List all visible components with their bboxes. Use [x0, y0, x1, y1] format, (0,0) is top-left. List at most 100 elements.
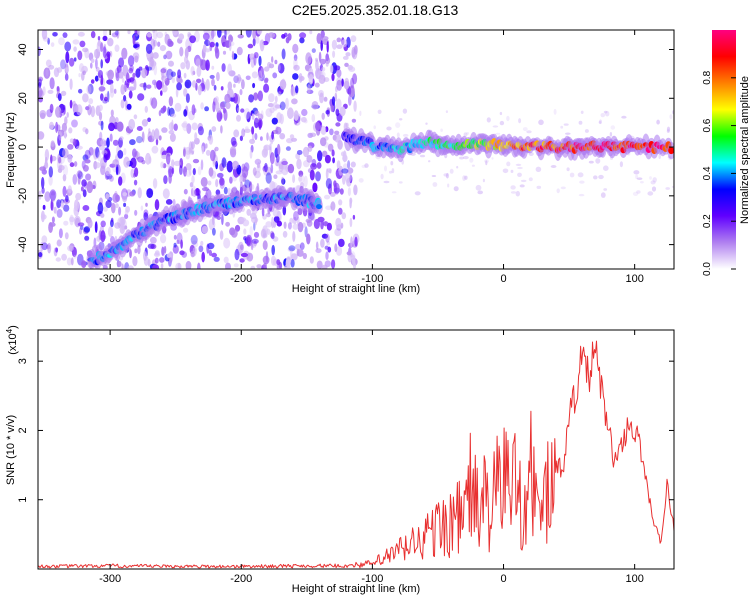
noise-cell: [414, 191, 421, 196]
noise-cell: [152, 52, 159, 59]
noise-cell: [137, 187, 142, 199]
noise-cell: [279, 133, 286, 140]
noise-cell: [349, 199, 352, 209]
noise-cell: [185, 93, 190, 103]
noise-cell: [244, 128, 251, 133]
noise-cell: [183, 148, 186, 157]
noise-cell: [261, 229, 267, 238]
noise-cell: [380, 173, 384, 180]
noise-cell: [304, 119, 308, 124]
noise-cell: [38, 131, 45, 140]
noise-cell: [269, 152, 275, 165]
noise-cell: [166, 68, 174, 81]
noise-cell: [173, 123, 178, 131]
noise-cell: [271, 56, 274, 63]
noise-cell: [146, 188, 154, 199]
noise-cell: [331, 39, 337, 50]
noise-cell: [157, 41, 161, 47]
noise-cell: [298, 174, 305, 184]
noise-cell: [651, 186, 657, 192]
noise-cell: [477, 190, 484, 195]
noise-cell: [463, 132, 468, 137]
noise-cell: [349, 217, 353, 228]
spectrogram-y-ticks: -40 -20 0 20 40: [17, 43, 674, 253]
noise-cell: [66, 112, 69, 118]
noise-cell: [395, 122, 401, 128]
noise-cell: [77, 50, 83, 61]
noise-cell: [315, 241, 319, 250]
noise-cell: [41, 214, 47, 220]
noise-cell: [65, 51, 70, 64]
noise-cell: [202, 44, 207, 53]
noise-cell: [69, 138, 74, 143]
noise-cell: [464, 175, 468, 180]
noise-cell: [112, 193, 119, 203]
noise-cell: [647, 191, 654, 196]
noise-cell: [69, 216, 75, 223]
noise-cell: [229, 176, 233, 184]
noise-cell: [132, 148, 137, 158]
noise-cell: [389, 170, 393, 174]
noise-cell: [598, 121, 602, 124]
noise-cell: [134, 209, 138, 216]
noise-cell: [265, 172, 272, 184]
noise-cell: [342, 174, 346, 185]
noise-cell: [595, 158, 601, 164]
noise-cell: [118, 206, 122, 216]
noise-cell: [190, 141, 195, 150]
noise-cell: [64, 232, 69, 240]
noise-cell: [239, 217, 246, 222]
noise-cell: [292, 231, 296, 242]
colorbar-tick-label: 0.6: [702, 118, 713, 132]
noise-cell: [215, 101, 220, 112]
noise-cell: [192, 80, 197, 88]
noise-cell: [100, 93, 104, 101]
noise-cell: [285, 258, 291, 268]
noise-cell: [304, 226, 308, 238]
noise-cell: [287, 163, 295, 174]
noise-cell: [632, 191, 639, 196]
noise-cell: [175, 262, 182, 269]
noise-cell: [58, 37, 65, 46]
noise-cell: [292, 73, 299, 80]
noise-cell: [419, 154, 426, 158]
noise-cell: [324, 154, 331, 164]
noise-cell: [600, 113, 606, 118]
noise-cell: [207, 180, 212, 186]
noise-cell: [336, 37, 342, 43]
noise-cell: [233, 263, 239, 268]
noise-cell: [223, 109, 228, 121]
spectrogram-y-tick-label: 20: [17, 92, 29, 104]
noise-cell: [216, 216, 221, 220]
noise-cell: [249, 53, 256, 60]
noise-cell: [60, 90, 67, 97]
noise-cell: [50, 199, 53, 211]
noise-cell: [339, 188, 344, 195]
noise-cell: [87, 219, 93, 229]
noise-cell: [315, 57, 318, 62]
noise-cell: [84, 149, 91, 160]
noise-cell: [82, 127, 87, 133]
noise-cell: [205, 78, 210, 91]
noise-cell: [299, 37, 305, 44]
noise-cell: [103, 96, 108, 102]
noise-cell: [185, 260, 192, 269]
noise-cell: [63, 130, 67, 139]
noise-cell: [246, 252, 254, 262]
noise-cell: [62, 164, 69, 177]
noise-cell: [535, 166, 542, 172]
noise-cell: [584, 129, 589, 133]
noise-cell: [636, 177, 643, 180]
noise-cell: [112, 139, 119, 146]
noise-cell: [492, 125, 499, 128]
noise-cell: [274, 59, 278, 65]
noise-cell: [250, 184, 255, 190]
noise-cell: [346, 251, 352, 256]
noise-cell: [338, 199, 343, 206]
noise-cell: [251, 243, 257, 248]
noise-cell: [621, 115, 627, 119]
noise-cell: [208, 134, 214, 145]
noise-cell: [593, 175, 598, 180]
noise-cell: [241, 128, 246, 138]
noise-cell: [301, 108, 308, 117]
